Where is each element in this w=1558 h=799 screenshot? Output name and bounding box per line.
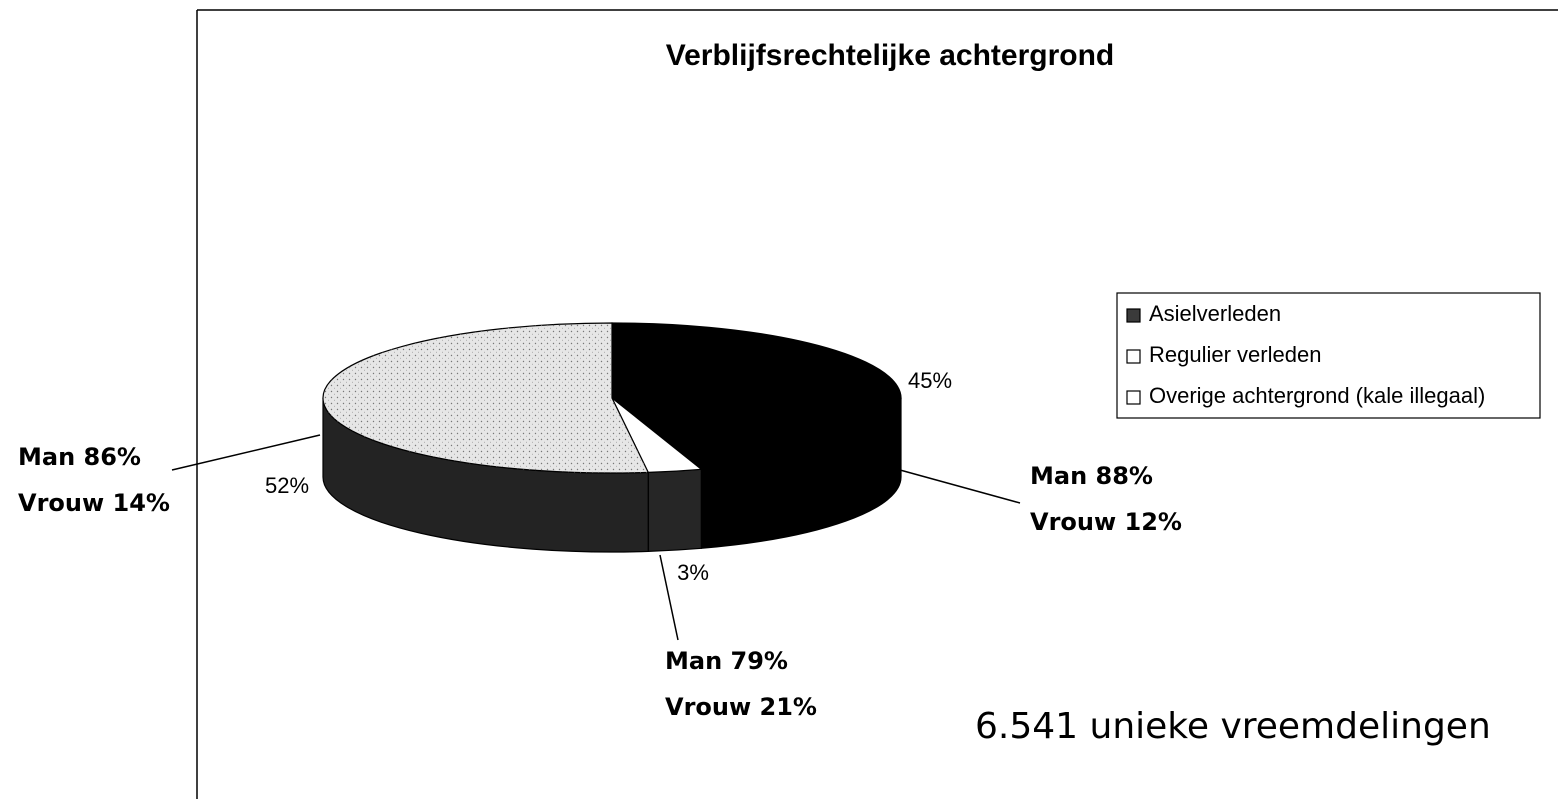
legend-box	[1116, 292, 1541, 419]
value-label: 45%	[908, 368, 952, 393]
annotation: Man 88%	[1030, 462, 1153, 490]
leader-line	[899, 469, 1021, 504]
annotation: Vrouw 12%	[1030, 508, 1182, 536]
legend-swatch	[1126, 349, 1141, 364]
annotation: Vrouw 21%	[665, 693, 817, 721]
pie-slice-texture	[322, 323, 649, 473]
legend-swatch	[1126, 308, 1141, 323]
pie-side	[647, 468, 702, 553]
legend-label: Overige achtergrond (kale illegaal)	[1149, 383, 1485, 408]
pie-slice	[611, 322, 902, 470]
leader-line	[171, 434, 321, 471]
chart-title: Verblijfsrechtelijke achtergrond	[666, 39, 1115, 72]
annotation: Man 79%	[665, 647, 788, 675]
annotation: Man 86%	[18, 443, 141, 471]
legend-label: Asielverleden	[1149, 301, 1281, 326]
value-label: 3%	[677, 560, 709, 585]
annotation: Vrouw 14%	[18, 489, 170, 517]
value-label: 52%	[265, 473, 309, 498]
legend-label: Regulier verleden	[1149, 342, 1321, 367]
footnote: 6.541 unieke vreemdelingen	[975, 706, 1491, 747]
leader-line	[659, 554, 679, 641]
legend-swatch	[1126, 390, 1141, 405]
